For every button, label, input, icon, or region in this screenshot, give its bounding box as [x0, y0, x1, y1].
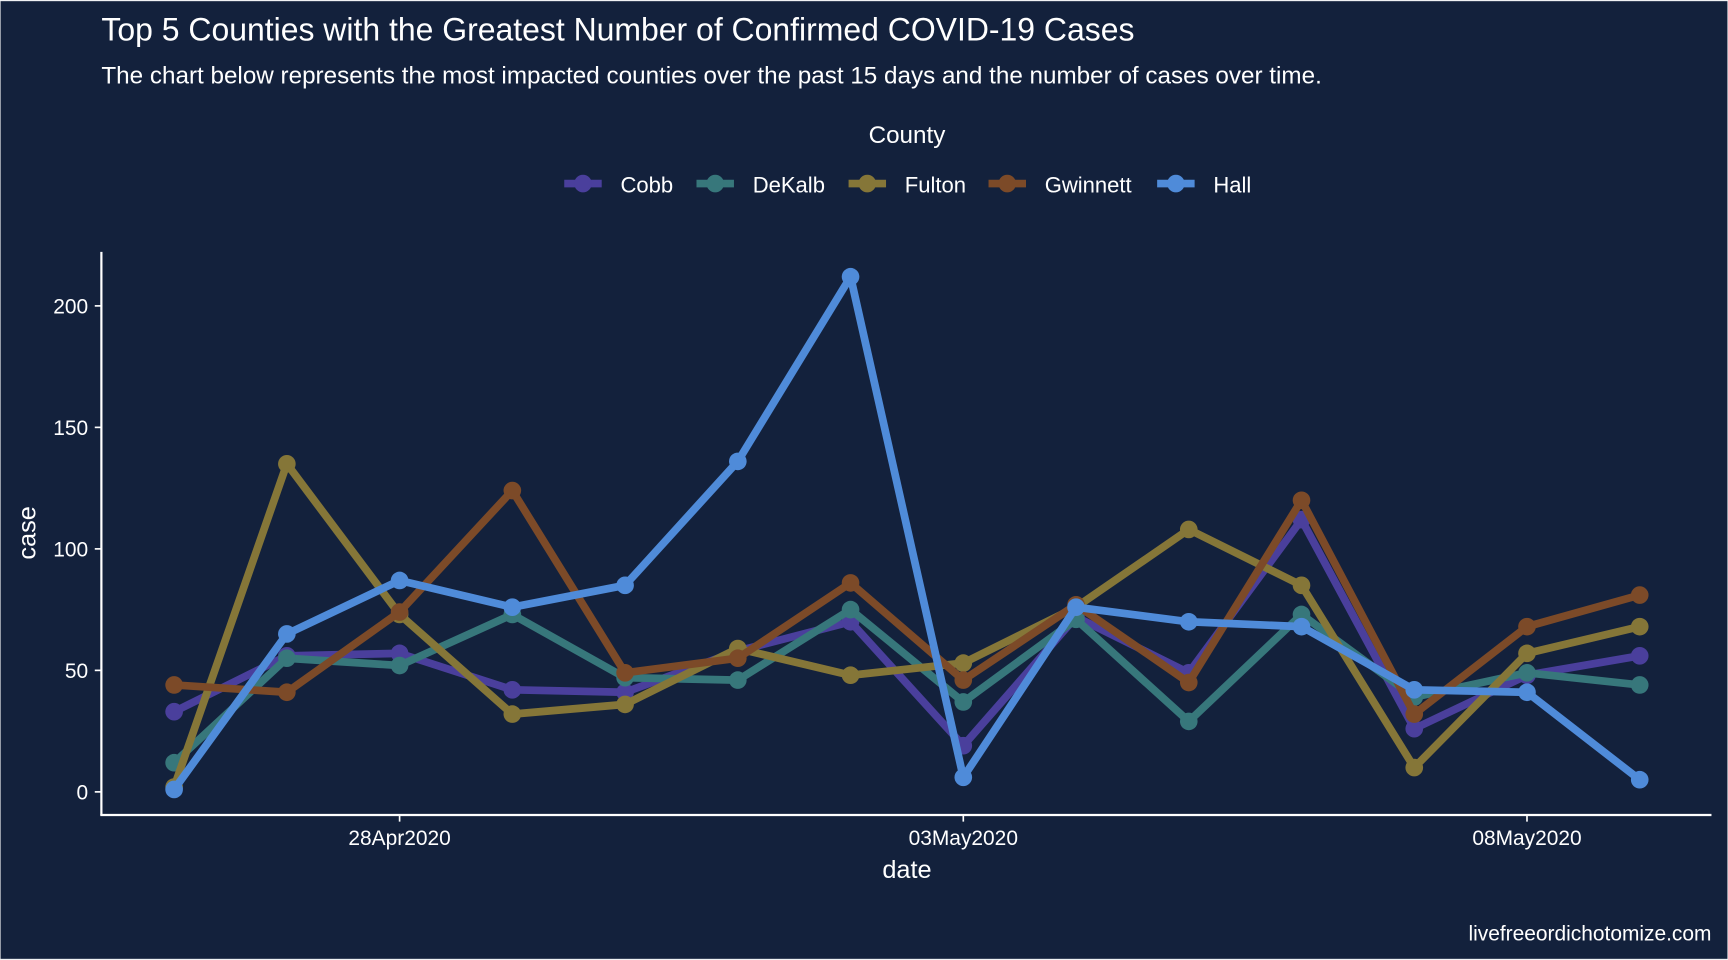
legend-title: County [869, 122, 947, 149]
data-point [954, 693, 973, 711]
data-point [1630, 676, 1649, 694]
y-axis-label: case [13, 506, 41, 560]
data-point [1630, 646, 1649, 665]
data-point [1292, 617, 1311, 636]
y-tick-label: 50 [65, 660, 88, 683]
data-point [729, 671, 747, 689]
x-axis-label: date [882, 856, 931, 884]
legend-label: DeKalb [753, 172, 825, 197]
legend-key-point [574, 174, 592, 193]
data-point [1179, 712, 1198, 731]
chart-title: Top 5 Counties with the Greatest Number … [101, 11, 1134, 47]
series-hall [165, 267, 1649, 799]
data-point [1067, 598, 1085, 617]
data-point [1292, 605, 1311, 624]
data-point [278, 455, 296, 473]
data-point [165, 780, 183, 799]
legend-key-point [858, 174, 877, 193]
data-point [165, 702, 183, 721]
data-point [390, 603, 409, 621]
data-point [1630, 770, 1649, 789]
data-point [1630, 586, 1649, 604]
y-tick-label: 150 [53, 417, 88, 440]
data-point [616, 576, 634, 595]
x-tick-label: 03May2020 [909, 827, 1018, 850]
data-point [841, 267, 860, 286]
data-point [1630, 617, 1649, 636]
data-point [954, 768, 973, 787]
data-point [503, 705, 522, 723]
data-point [390, 571, 409, 590]
data-point [1405, 681, 1424, 699]
data-point [1179, 673, 1198, 692]
data-point [616, 663, 634, 682]
data-point [1405, 719, 1424, 738]
data-point [954, 671, 973, 689]
series-fulton [165, 455, 1649, 796]
data-point [1518, 683, 1536, 702]
data-point [841, 600, 860, 619]
y-tick-label: 0 [77, 782, 89, 805]
data-point [616, 695, 634, 714]
legend-item-dekalb: DeKalb [696, 172, 825, 197]
data-point [1179, 520, 1198, 539]
data-point [1179, 612, 1198, 631]
caption: livefreeordichotomize.com [1468, 923, 1711, 946]
data-point [1518, 617, 1536, 636]
legend-item-fulton: Fulton [848, 172, 966, 197]
legend-label: Fulton [905, 172, 966, 197]
legend-key-point [998, 174, 1017, 193]
data-point [1405, 758, 1424, 777]
x-tick-label: 28Apr2020 [348, 827, 450, 850]
legend-label: Cobb [620, 172, 673, 197]
data-point [503, 598, 522, 617]
y-tick-label: 100 [53, 539, 88, 562]
series-line [170, 459, 1641, 789]
data-point [278, 683, 296, 702]
legend: Cobb DeKalb Fulton Gwinnett Hall [564, 172, 1251, 197]
legend-label: Hall [1213, 172, 1251, 197]
data-point [841, 666, 860, 685]
legend-label: Gwinnett [1045, 172, 1132, 197]
data-point [503, 681, 522, 699]
data-point [729, 452, 747, 471]
legend-item-gwinnett: Gwinnett [988, 172, 1132, 197]
data-point [616, 683, 634, 702]
data-point [390, 644, 409, 663]
data-point [841, 574, 860, 592]
data-point [278, 649, 296, 668]
data-point [1518, 644, 1536, 663]
legend-item-cobb: Cobb [564, 172, 673, 197]
series-line [170, 272, 1643, 792]
data-point [165, 676, 183, 694]
data-point [1405, 705, 1424, 723]
data-point [1518, 663, 1536, 682]
legend-key-point [1167, 174, 1185, 193]
data-point [503, 481, 522, 500]
y-tick-label: 200 [53, 296, 88, 319]
data-point [1292, 576, 1311, 595]
data-point [1292, 491, 1311, 510]
legend-key-point [706, 174, 725, 193]
data-point [729, 649, 747, 668]
data-point [390, 656, 409, 675]
data-point [278, 625, 296, 643]
data-point [954, 654, 973, 672]
chart-subtitle: The chart below represents the most impa… [101, 62, 1321, 89]
legend-item-hall: Hall [1157, 172, 1251, 197]
x-tick-label: 08May2020 [1472, 827, 1581, 850]
